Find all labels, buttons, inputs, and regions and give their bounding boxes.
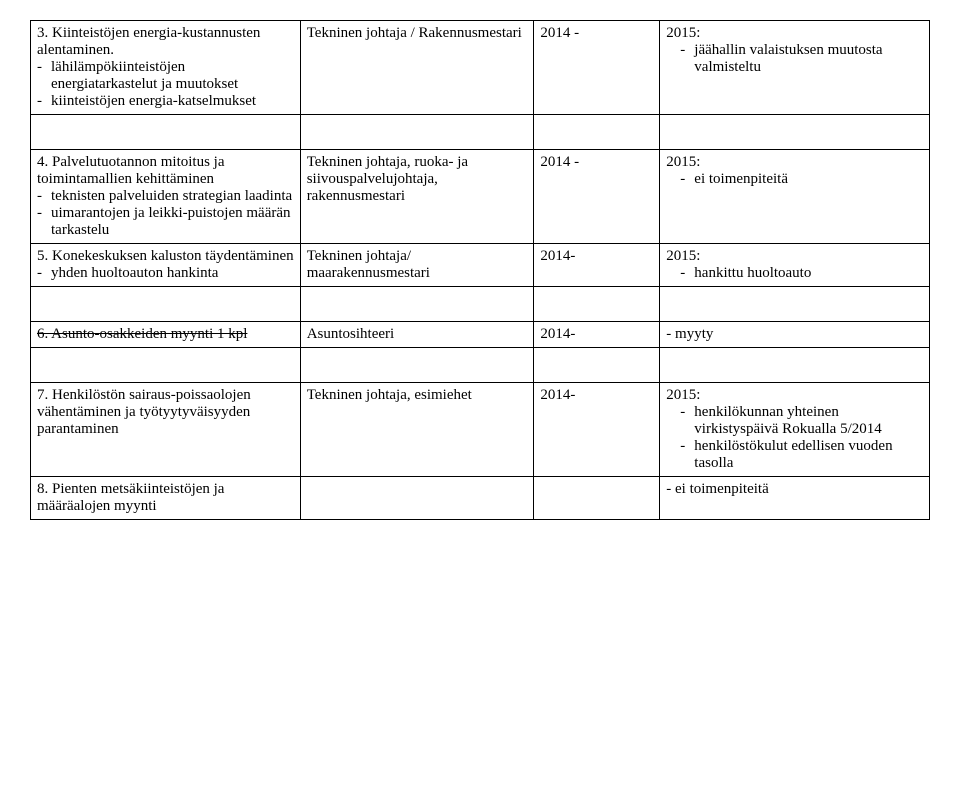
cell-status: 2015: henkilökunnan yhteinen virkistyspä… xyxy=(660,383,930,477)
cell-year: 2014- xyxy=(534,383,660,477)
list-item: ei toimenpiteitä xyxy=(680,171,923,188)
table-row: 5. Konekeskuksen kaluston täydentäminen … xyxy=(31,244,930,287)
cell-topic: 7. Henkilöstön sairaus-poissaolojen vähe… xyxy=(31,383,301,477)
cell-topic: 4. Palvelutuotannon mitoitus ja toiminta… xyxy=(31,150,301,244)
topic-items: yhden huoltoauton hankinta xyxy=(37,265,294,282)
cell-status: 2015: jäähallin valaistuksen muutosta va… xyxy=(660,21,930,115)
topic-title: 3. Kiinteistöjen energia-kustannusten al… xyxy=(37,25,260,58)
table-row: 3. Kiinteistöjen energia-kustannusten al… xyxy=(31,21,930,115)
cell-topic: 8. Pienten metsäkiinteistöjen ja määräal… xyxy=(31,477,301,520)
cell-status: 2015: hankittu huoltoauto xyxy=(660,244,930,287)
topic-title: 8. Pienten metsäkiinteistöjen ja määräal… xyxy=(37,481,224,514)
list-item: henkilökunnan yhteinen virkistyspäivä Ro… xyxy=(680,404,923,438)
spacer-row xyxy=(31,287,930,322)
cell-status: - ei toimenpiteitä xyxy=(660,477,930,520)
table-row: 8. Pienten metsäkiinteistöjen ja määräal… xyxy=(31,477,930,520)
list-item: jäähallin valaistuksen muutosta valmiste… xyxy=(680,42,923,76)
status-year: 2015: xyxy=(666,154,700,170)
cell-topic: 6. Asunto-osakkeiden myynti 1 kpl xyxy=(31,322,301,348)
list-item: lähilämpökiinteistöjen energiatarkastelu… xyxy=(37,59,294,93)
spacer-row xyxy=(31,348,930,383)
topic-title-strike: 6. Asunto-osakkeiden myynti 1 kpl xyxy=(37,326,247,342)
table-row: 6. Asunto-osakkeiden myynti 1 kpl Asunto… xyxy=(31,322,930,348)
cell-year: 2014 - xyxy=(534,21,660,115)
list-item: teknisten palveluiden strategian laadint… xyxy=(37,188,294,205)
content-table: 3. Kiinteistöjen energia-kustannusten al… xyxy=(30,20,930,520)
topic-title: 5. Konekeskuksen kaluston täydentäminen xyxy=(37,248,294,264)
list-item: henkilöstökulut edellisen vuoden tasolla xyxy=(680,438,923,472)
cell-responsible: Tekninen johtaja / Rakennusmestari xyxy=(300,21,534,115)
topic-items: teknisten palveluiden strategian laadint… xyxy=(37,188,294,239)
cell-status: 2015: ei toimenpiteitä xyxy=(660,150,930,244)
status-items: ei toimenpiteitä xyxy=(666,171,923,188)
cell-status: - myyty xyxy=(660,322,930,348)
cell-responsible: Tekninen johtaja, ruoka- ja siivouspalve… xyxy=(300,150,534,244)
cell-responsible: Tekninen johtaja, esimiehet xyxy=(300,383,534,477)
list-item: uimarantojen ja leikki-puistojen määrän … xyxy=(37,205,294,239)
cell-year: 2014 - xyxy=(534,150,660,244)
topic-title: 4. Palvelutuotannon mitoitus ja toiminta… xyxy=(37,154,225,187)
cell-year: 2014- xyxy=(534,244,660,287)
topic-items: lähilämpökiinteistöjen energiatarkastelu… xyxy=(37,59,294,110)
spacer-row xyxy=(31,115,930,150)
cell-responsible: Asuntosihteeri xyxy=(300,322,534,348)
cell-year: 2014- xyxy=(534,322,660,348)
cell-topic: 3. Kiinteistöjen energia-kustannusten al… xyxy=(31,21,301,115)
status-items: hankittu huoltoauto xyxy=(666,265,923,282)
list-item: kiinteistöjen energia-katselmukset xyxy=(37,93,294,110)
status-year: 2015: xyxy=(666,25,700,41)
cell-responsible xyxy=(300,477,534,520)
table-row: 4. Palvelutuotannon mitoitus ja toiminta… xyxy=(31,150,930,244)
list-item: yhden huoltoauton hankinta xyxy=(37,265,294,282)
cell-year xyxy=(534,477,660,520)
status-items: henkilökunnan yhteinen virkistyspäivä Ro… xyxy=(666,404,923,472)
topic-title: 7. Henkilöstön sairaus-poissaolojen vähe… xyxy=(37,387,251,437)
table-row: 7. Henkilöstön sairaus-poissaolojen vähe… xyxy=(31,383,930,477)
status-items: jäähallin valaistuksen muutosta valmiste… xyxy=(666,42,923,76)
status-year: 2015: xyxy=(666,248,700,264)
list-item: hankittu huoltoauto xyxy=(680,265,923,282)
cell-responsible: Tekninen johtaja/ maarakennusmestari xyxy=(300,244,534,287)
status-year: 2015: xyxy=(666,387,700,403)
cell-topic: 5. Konekeskuksen kaluston täydentäminen … xyxy=(31,244,301,287)
